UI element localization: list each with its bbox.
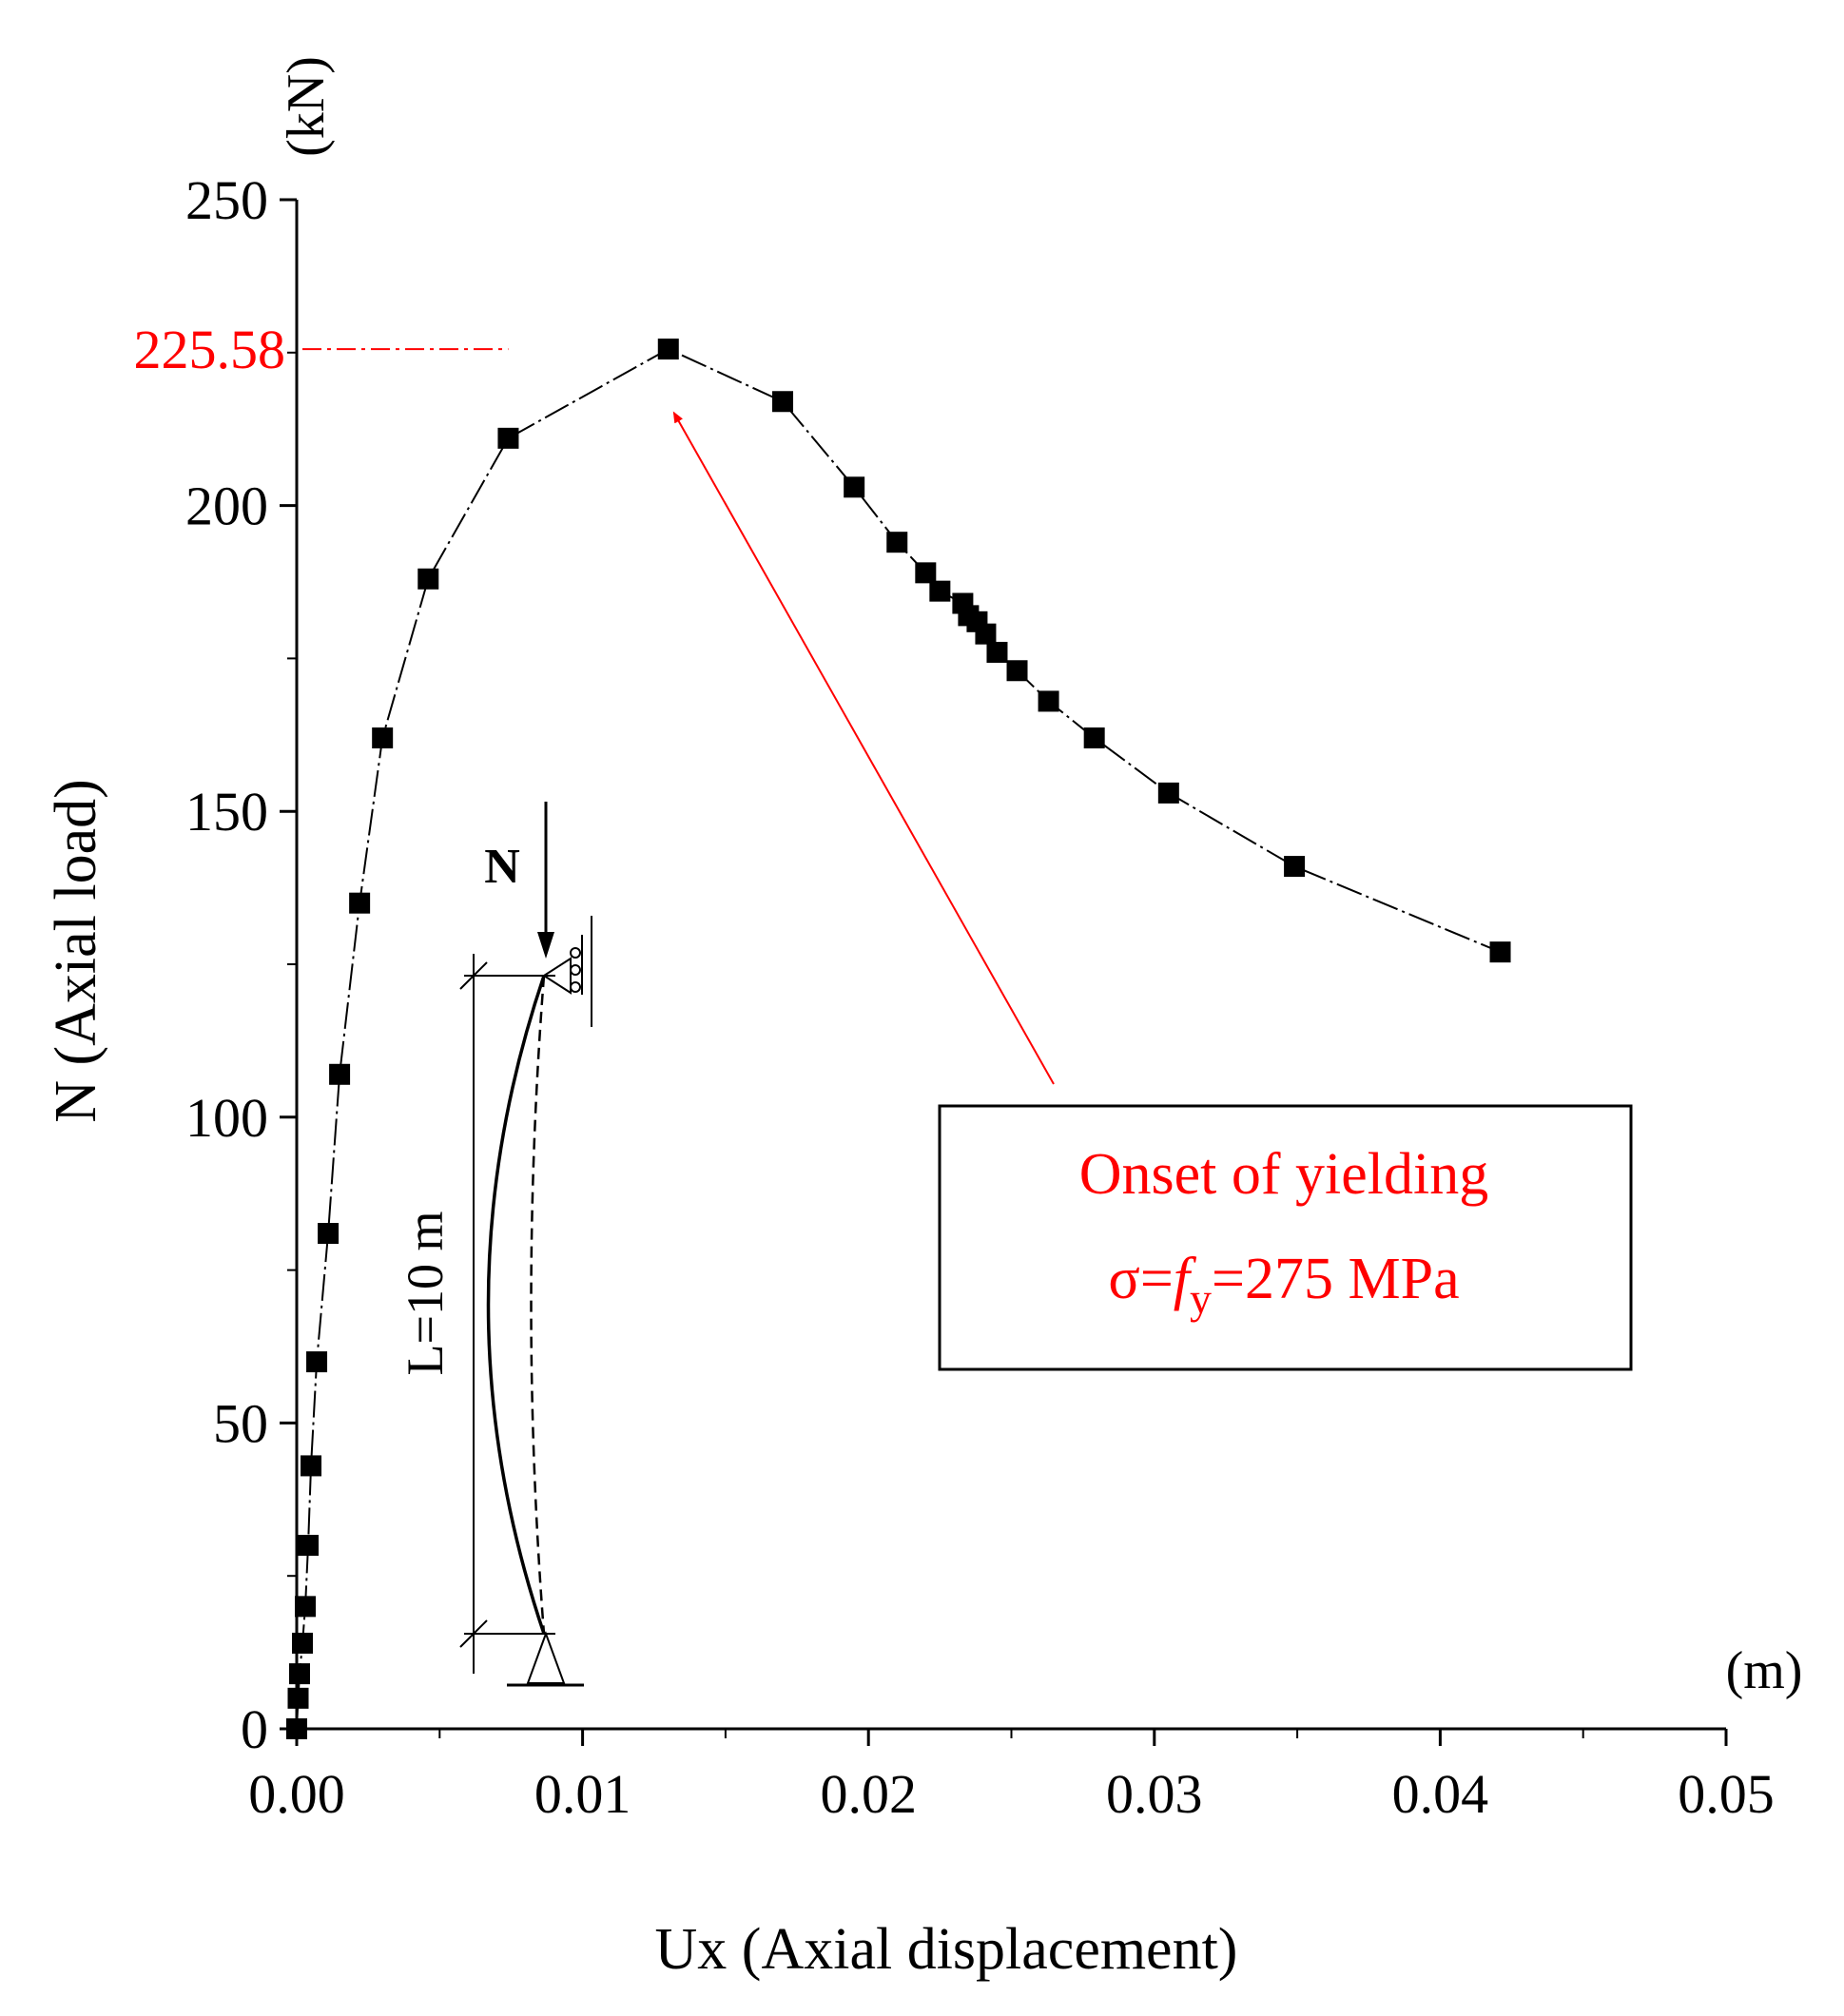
x-tick-label: 0.02	[820, 1763, 917, 1825]
y-axis-label: N (Axial load)	[44, 779, 108, 1123]
y-tick-label: 50	[213, 1392, 268, 1454]
data-point	[306, 1351, 328, 1373]
annotation-arrow	[672, 411, 1055, 1085]
y-ticks: 0 50 100 150 200 250	[185, 169, 297, 1760]
y-unit-label: (kN)	[277, 56, 336, 157]
column-deformed	[486, 975, 546, 1635]
top-pin	[542, 957, 572, 995]
data-point	[1006, 660, 1028, 682]
data-point	[1083, 727, 1105, 749]
data-point	[1284, 856, 1306, 878]
data-point	[1157, 782, 1179, 804]
data-point	[301, 1455, 322, 1477]
data-point	[772, 391, 794, 413]
inset-load-label: N	[484, 840, 520, 894]
top-roller	[570, 964, 581, 976]
annotation-box: Onset of yielding σ=fy=275 MPa	[938, 1104, 1633, 1371]
y-tick-label: 100	[185, 1087, 268, 1149]
x-ticks: 0.00 0.01 0.02 0.03 0.04 0.05	[248, 1729, 1775, 1825]
annotation-line-1: Onset of yielding	[1079, 1142, 1489, 1207]
data-point	[497, 427, 519, 449]
x-tick-label: 0.04	[1392, 1763, 1489, 1825]
annotation-line-2: σ=fy=275 MPa	[1108, 1247, 1459, 1323]
x-tick-label: 0.03	[1106, 1763, 1203, 1825]
series-line	[296, 347, 1501, 1730]
dimension-tick	[459, 1619, 488, 1648]
y-tick-label: 0	[241, 1698, 268, 1760]
data-point	[295, 1596, 317, 1618]
y-tick-label: 250	[185, 169, 268, 231]
bottom-pin	[526, 1631, 566, 1684]
data-point	[292, 1632, 314, 1654]
data-point	[417, 568, 439, 590]
data-point	[886, 532, 908, 553]
data-point	[329, 1063, 351, 1085]
data-point	[298, 1535, 320, 1557]
data-point	[1489, 941, 1511, 963]
dimension-tick	[459, 961, 488, 990]
x-axis-label: Ux (Axial displacement)	[655, 1917, 1238, 1982]
load-arrow-head	[537, 932, 554, 959]
data-point	[975, 623, 997, 645]
x-unit-label: (m)	[1726, 1641, 1803, 1700]
data-point	[286, 1718, 307, 1739]
data-point	[372, 727, 394, 749]
annotation-box-frame	[938, 1104, 1633, 1371]
x-tick-label: 0.05	[1678, 1763, 1775, 1825]
data-point	[318, 1223, 340, 1245]
data-point	[915, 562, 937, 584]
top-roller	[570, 981, 581, 993]
annotation-sigma: σ=	[1108, 1247, 1173, 1311]
data-point	[349, 892, 371, 914]
column-inset-diagram: N L=10 m	[397, 802, 592, 1687]
data-point	[657, 339, 679, 360]
data-point	[929, 580, 951, 602]
x-tick-label: 0.00	[248, 1763, 345, 1825]
peak-value-label: 225.58	[134, 319, 286, 380]
y-tick-label: 150	[185, 781, 268, 843]
annotation-value: =275 MPa	[1212, 1247, 1460, 1311]
top-roller	[570, 947, 581, 959]
annotation-subscript: y	[1190, 1274, 1212, 1323]
x-tick-label: 0.01	[534, 1763, 631, 1825]
data-point	[844, 476, 865, 498]
series-points	[286, 339, 1511, 1739]
data-point	[1038, 690, 1059, 712]
data-point	[986, 641, 1008, 663]
data-point	[289, 1663, 311, 1685]
data-point	[287, 1687, 309, 1709]
y-tick-label: 200	[185, 475, 268, 537]
column-original-dashed	[530, 975, 546, 1635]
inset-length-label: L=10 m	[397, 1212, 454, 1376]
